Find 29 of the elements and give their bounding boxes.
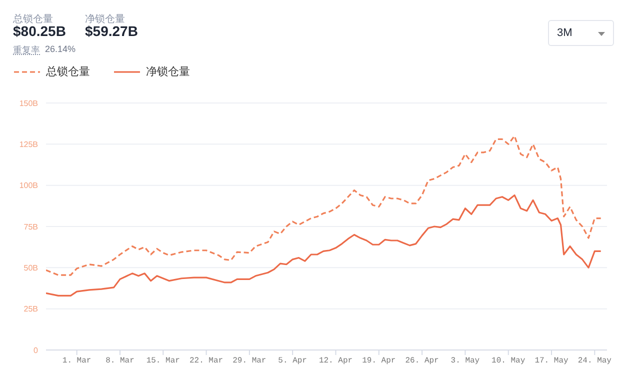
y-tick-label: 75B bbox=[24, 222, 38, 232]
text: $59.27B bbox=[85, 23, 138, 39]
legend-label: 净锁仓量 bbox=[146, 65, 190, 79]
x-tick-label: 19. Apr bbox=[362, 356, 396, 366]
x-tick-label: 3. May bbox=[450, 356, 480, 366]
y-tick-label: 0 bbox=[34, 346, 39, 355]
x-tick-label: 24. May bbox=[578, 356, 612, 366]
y-tick-label: 125B bbox=[19, 140, 38, 150]
text: 26.14% bbox=[45, 44, 76, 54]
x-tick-label: 12. Apr bbox=[318, 356, 353, 366]
y-tick-label: 100B bbox=[19, 181, 38, 190]
x-tick-label: 5. Apr bbox=[278, 356, 308, 366]
dropdown-field: 3M bbox=[548, 20, 614, 46]
x-tick-label: 17. May bbox=[534, 356, 569, 366]
y-tick-label: 25B bbox=[24, 304, 38, 314]
text: 总锁仓量 bbox=[13, 12, 53, 26]
x-tick-label: 1. Mar bbox=[62, 356, 92, 366]
text: $80.25B bbox=[13, 23, 66, 39]
y-tick-label: 50B bbox=[24, 264, 38, 273]
x-tick-label: 29. Mar bbox=[232, 356, 266, 366]
x-tick-label: 15. Mar bbox=[146, 356, 180, 366]
legend-label: 总锁仓量 bbox=[46, 65, 90, 79]
y-tick-label: 150B bbox=[19, 98, 38, 108]
x-tick-label: 22. Mar bbox=[189, 356, 224, 366]
text: 重复率 bbox=[13, 44, 40, 57]
x-tick-label: 8. Mar bbox=[106, 356, 135, 366]
x-tick-label: 10. May bbox=[492, 356, 526, 366]
x-tick-label: 26. Apr bbox=[405, 356, 440, 366]
text: 净锁仓量 bbox=[85, 13, 125, 26]
